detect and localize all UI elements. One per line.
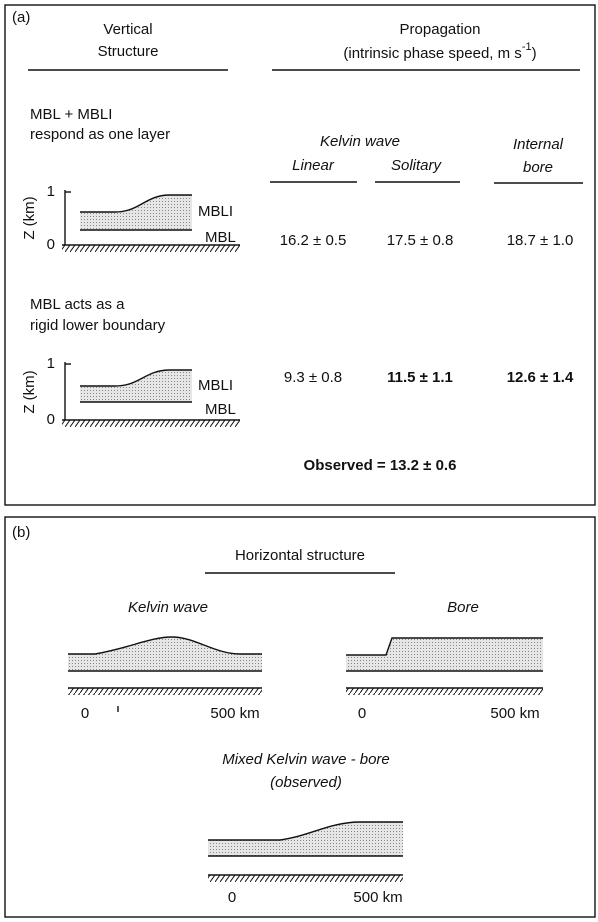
- layer-top: [80, 369, 192, 387]
- layer-fill: [346, 638, 543, 671]
- layer-fill: [68, 637, 262, 671]
- ground-hatch: [346, 688, 543, 695]
- layer-fill: [80, 370, 192, 402]
- ground-hatch: [208, 875, 403, 882]
- axis-label: Z (km): [21, 196, 38, 239]
- axis-tick: 0: [47, 411, 55, 428]
- layer-label: MBLI: [198, 203, 233, 220]
- speed: 9.3 ± 0.8: [284, 369, 342, 386]
- speed: 12.6 ± 1.4: [507, 369, 574, 386]
- ground-hatch: [68, 688, 262, 695]
- header: Structure: [98, 43, 159, 60]
- diagram-title: Bore: [447, 599, 479, 616]
- axis-tick: 0: [228, 889, 236, 906]
- column-header: Solitary: [391, 157, 443, 174]
- layer-label: MBL: [205, 229, 236, 246]
- layer-top: [346, 637, 543, 656]
- axis-label: Z (km): [21, 370, 38, 413]
- axis-tick: 1: [47, 183, 55, 200]
- superscript: -1: [522, 41, 532, 53]
- layer-top: [208, 821, 403, 841]
- layer-top: [80, 194, 192, 213]
- observed: Observed = 13.2 ± 0.6: [304, 457, 457, 474]
- case-description: MBL + MBLI: [30, 106, 112, 123]
- ground-hatch: [62, 420, 240, 427]
- diagram-title: Kelvin wave: [128, 599, 208, 616]
- layer-label: MBL: [205, 401, 236, 418]
- layer-fill: [80, 195, 192, 230]
- header: ): [532, 45, 537, 62]
- diagram-title: (observed): [270, 774, 342, 791]
- axis-tick: 0: [81, 705, 89, 722]
- axis-tick: 500 km: [353, 889, 402, 906]
- panel-frame: [4, 4, 596, 506]
- layer-fill: [208, 822, 403, 856]
- speed: 17.5 ± 0.8: [387, 232, 454, 249]
- layer-top: [68, 636, 262, 655]
- speed: 11.5 ± 1.1: [387, 369, 453, 386]
- layer-label: MBLI: [198, 377, 233, 394]
- panel-frame: [4, 516, 596, 918]
- diagram-title: Mixed Kelvin wave - bore: [222, 751, 390, 768]
- case-description: respond as one layer: [30, 126, 170, 143]
- column-header: Linear: [292, 157, 335, 174]
- panel-title: Horizontal structure: [235, 547, 365, 564]
- speed: 16.2 ± 0.5: [280, 232, 347, 249]
- column-header: bore: [523, 159, 553, 176]
- panel-label: (a): [12, 9, 30, 26]
- case-description: rigid lower boundary: [30, 317, 166, 334]
- column-header: Kelvin wave: [320, 133, 400, 150]
- axis-tick: 500 km: [490, 705, 539, 722]
- panel-label: (b): [12, 524, 30, 541]
- axis-tick: 1: [47, 355, 55, 372]
- header: (intrinsic phase speed, m s-1): [343, 41, 536, 62]
- speed: 18.7 ± 1.0: [507, 232, 574, 249]
- case-description: MBL acts as a: [30, 296, 125, 313]
- column-header: Internal: [513, 136, 564, 153]
- header: Vertical: [103, 21, 152, 38]
- ground-hatch: [62, 245, 240, 252]
- header: (intrinsic phase speed, m s: [343, 45, 521, 62]
- axis-tick: 500 km: [210, 705, 259, 722]
- header: Propagation: [400, 21, 481, 38]
- axis-tick: 0: [358, 705, 366, 722]
- axis-tick: 0: [47, 236, 55, 253]
